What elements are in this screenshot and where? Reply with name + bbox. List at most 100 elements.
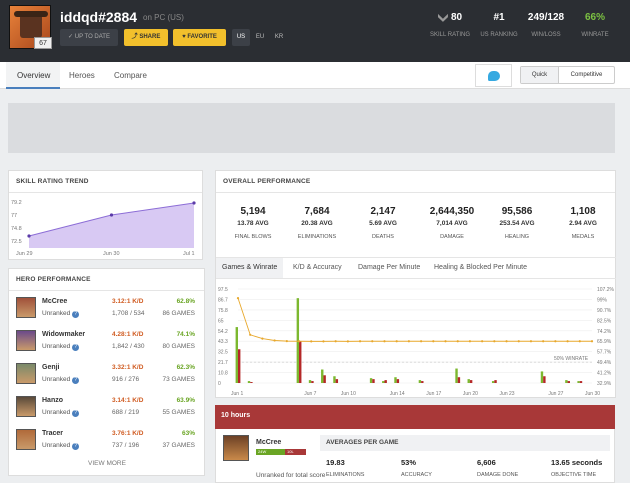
winrate-point bbox=[529, 340, 533, 343]
hero-name: McCree bbox=[42, 298, 68, 305]
winrate-point bbox=[566, 340, 569, 343]
player-name: iddqd#2884 bbox=[60, 9, 138, 25]
hero-name: Widowmaker bbox=[42, 331, 86, 338]
hero-rank: Unranked? bbox=[42, 442, 80, 450]
avg-objective-time-label: OBJECTIVE TIME bbox=[551, 472, 597, 478]
hero-kd: 3.14:1 K/D bbox=[112, 397, 144, 404]
hero-portrait bbox=[16, 396, 36, 417]
right-tick: 57.7% bbox=[597, 350, 612, 356]
hero-winrate: 63% bbox=[181, 430, 195, 437]
ytick-2: 77 bbox=[11, 213, 17, 219]
winrate-point bbox=[420, 340, 423, 343]
up-to-date-button[interactable]: ✓ UP TO DATE bbox=[60, 29, 118, 46]
winrate-point bbox=[456, 340, 459, 343]
hero-name: Genji bbox=[42, 364, 60, 371]
hero-row[interactable]: Widowmaker Unranked? 4.28:1 K/D 1,842 / 430… bbox=[9, 325, 205, 357]
favorite-label: FAVORITE bbox=[187, 34, 217, 40]
xtick-3: Jul 1 bbox=[183, 251, 195, 257]
overall-stat-avg: 20.38 AVG bbox=[301, 220, 333, 227]
hero-name: Tracer bbox=[42, 430, 64, 437]
subtab-healing-blocked[interactable]: Healing & Blocked Per Minute bbox=[434, 264, 527, 271]
x-tick: Jun 14 bbox=[390, 391, 405, 397]
session-wins: 24W bbox=[256, 449, 285, 455]
unranked-note: Unranked for total score bbox=[256, 472, 326, 479]
hero-row[interactable]: Tracer Unranked? 3.76:1 K/D 737 / 196 63% 37 … bbox=[9, 424, 205, 456]
x-tick: Jun 1 bbox=[231, 391, 243, 397]
hero-rank-text: Unranked bbox=[42, 442, 71, 449]
region-eu[interactable]: EU bbox=[255, 34, 265, 40]
session-panel: McCree 24W 10L Unranked for total score … bbox=[215, 429, 615, 483]
tab-heroes[interactable]: Heroes bbox=[69, 71, 95, 80]
favorite-button[interactable]: ♥ FAVORITE bbox=[173, 29, 226, 46]
info-icon[interactable]: ? bbox=[72, 410, 80, 417]
tab-compare[interactable]: Compare bbox=[114, 71, 147, 80]
left-tick: 65 bbox=[218, 318, 224, 324]
share-icon: ⤴ bbox=[131, 34, 138, 40]
overall-stat: 7,684 20.38 AVG ELIMINATIONS bbox=[277, 206, 357, 240]
x-tick: Jun 10 bbox=[341, 391, 356, 397]
hero-winrate: 62.8% bbox=[176, 298, 195, 305]
win-bar bbox=[540, 371, 544, 383]
winrate-point bbox=[297, 340, 301, 343]
win-bar bbox=[382, 381, 385, 383]
level-badge: 67 bbox=[34, 37, 52, 49]
hero-rank: Unranked? bbox=[42, 343, 80, 351]
hero-rank-text: Unranked bbox=[42, 310, 71, 317]
ytick-3: 74.8 bbox=[11, 226, 22, 232]
session-losses: 10L bbox=[285, 449, 306, 455]
view-more-button[interactable]: VIEW MORE bbox=[88, 460, 126, 467]
subtab-games-winrate[interactable]: Games & Winrate bbox=[216, 258, 284, 278]
tab-overview[interactable]: Overview bbox=[6, 62, 60, 89]
player-avatar bbox=[9, 5, 51, 49]
hero-row[interactable]: Genji Unranked? 3.32:1 K/D 916 / 276 62.3% 73… bbox=[9, 358, 205, 390]
info-icon[interactable]: ? bbox=[72, 377, 80, 384]
win-loss-stat: 249/128 WIN/LOSS bbox=[526, 12, 566, 38]
right-tick: 65.9% bbox=[597, 339, 612, 345]
region-kr[interactable]: KR bbox=[274, 34, 284, 40]
overall-stat: 2,644,350 7,014 AVG DAMAGE bbox=[412, 206, 492, 240]
right-tick: 99% bbox=[597, 297, 608, 303]
loss-bar bbox=[494, 380, 497, 383]
left-tick: 75.8 bbox=[218, 308, 228, 314]
avg-eliminations-label: ELIMINATIONS bbox=[326, 472, 365, 478]
averages-title: AVERAGES PER GAME bbox=[320, 435, 610, 451]
overall-stat: 95,586 253.54 AVG HEALING bbox=[477, 206, 557, 240]
info-icon[interactable]: ? bbox=[72, 311, 80, 318]
right-tick: 74.2% bbox=[597, 329, 612, 335]
subtab-damage-per-minute[interactable]: Damage Per Minute bbox=[358, 264, 421, 271]
win-bar bbox=[418, 380, 422, 383]
up-to-date-label: UP TO DATE bbox=[74, 34, 110, 40]
mode-competitive[interactable]: Competitive bbox=[570, 72, 603, 78]
ad-banner bbox=[8, 103, 615, 153]
region-us[interactable]: US bbox=[232, 29, 250, 46]
mode-quick[interactable]: Quick bbox=[521, 67, 559, 83]
loss-bar bbox=[543, 376, 546, 383]
info-icon[interactable]: ? bbox=[72, 443, 80, 450]
loss-bar bbox=[396, 379, 400, 383]
trend-area bbox=[29, 203, 194, 248]
left-tick: 97.5 bbox=[218, 287, 228, 293]
hero-games: 37 GAMES bbox=[162, 442, 195, 449]
loss-bar bbox=[250, 382, 253, 383]
x-tick: Jun 23 bbox=[500, 391, 515, 397]
session-hero-name: McCree bbox=[256, 439, 282, 446]
twitter-button[interactable] bbox=[475, 64, 512, 87]
win-bar bbox=[296, 298, 300, 383]
avg-damage-label: DAMAGE DONE bbox=[477, 472, 519, 478]
trend-point bbox=[27, 234, 31, 238]
hero-row[interactable]: Hanzo Unranked? 3.14:1 K/D 688 / 219 63.9% 55… bbox=[9, 391, 205, 423]
info-icon[interactable]: ? bbox=[72, 344, 80, 351]
overall-stat-avg: 2.94 AVG bbox=[569, 220, 597, 227]
winrate-point bbox=[505, 340, 508, 343]
overall-stat-label: MEDALS bbox=[571, 234, 595, 240]
hero-row[interactable]: McCree Unranked? 3.12:1 K/D 1,708 / 534 62.8… bbox=[9, 292, 205, 324]
subtab-kd-accuracy[interactable]: K/D & Accuracy bbox=[293, 264, 342, 271]
overall-stat-value: 2,147 bbox=[370, 206, 396, 217]
loss-bar bbox=[299, 341, 302, 383]
hero-portrait bbox=[16, 363, 36, 384]
winrate-point bbox=[371, 340, 374, 343]
hero-kills-deaths: 1,708 / 534 bbox=[112, 310, 145, 317]
twitter-icon bbox=[488, 71, 500, 81]
winrate-point bbox=[468, 340, 472, 343]
share-button[interactable]: ⤴ SHARE bbox=[124, 29, 168, 46]
